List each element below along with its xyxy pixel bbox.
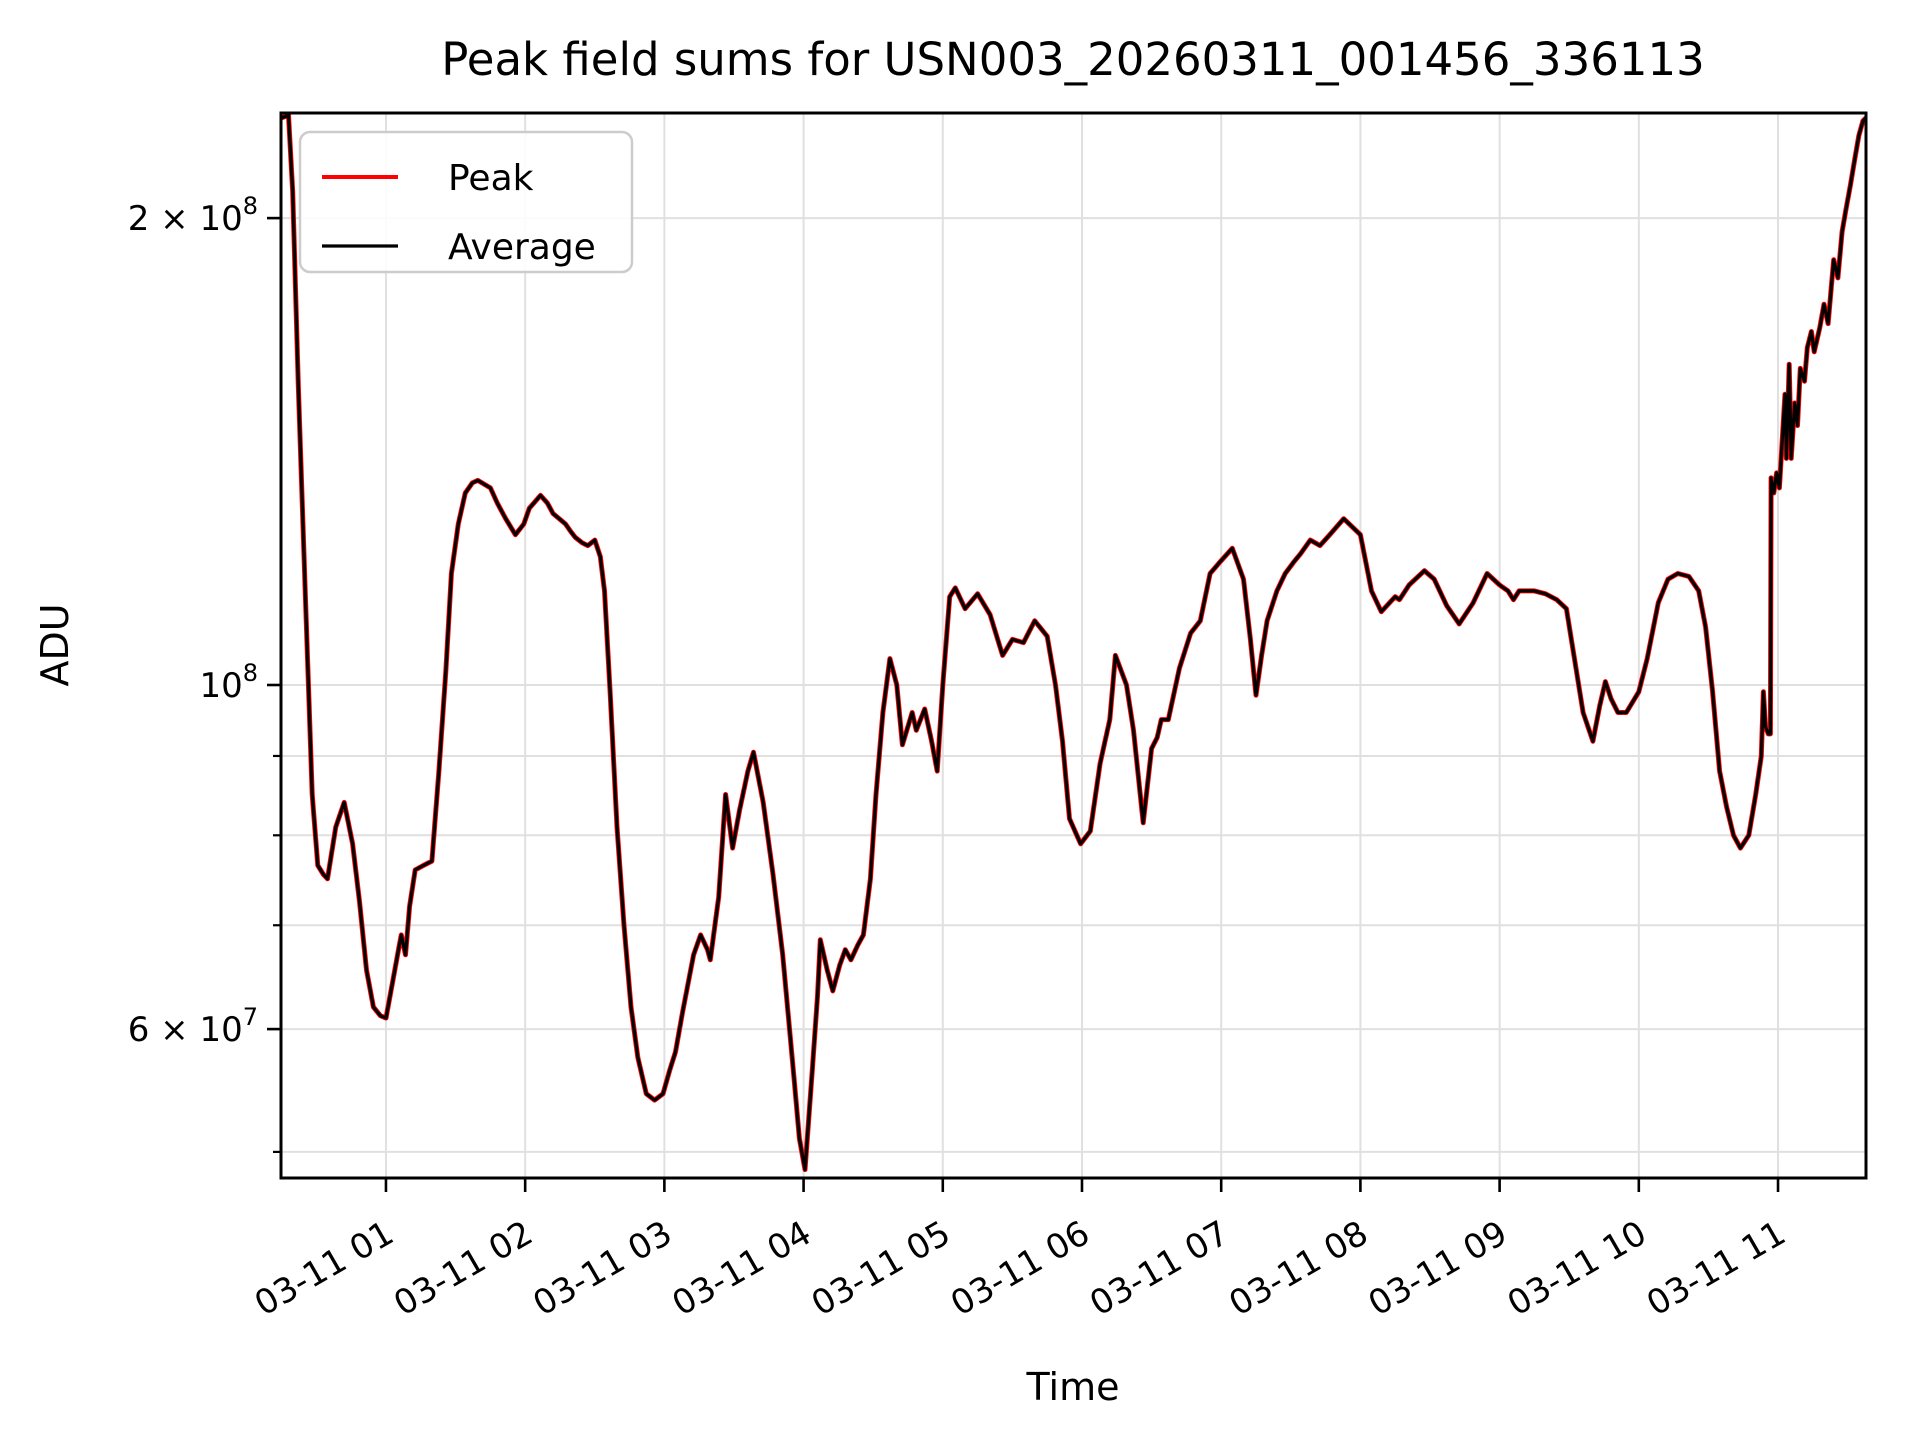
gridlines bbox=[281, 113, 1866, 1178]
x-axis-label: Time bbox=[1026, 1365, 1120, 1409]
x-tick-label: 03-11 10 bbox=[1501, 1213, 1653, 1324]
x-tick-label: 03-11 05 bbox=[805, 1213, 957, 1324]
series-lines bbox=[281, 113, 1866, 1173]
y-tick-label: 6 × 107 bbox=[128, 1003, 258, 1050]
chart-title: Peak field sums for USN003_20260311_0014… bbox=[441, 33, 1704, 86]
y-tick-labels: 6 × 107 108 2 × 108 bbox=[128, 192, 258, 1050]
axis-ticks bbox=[267, 216, 1780, 1192]
legend-label-average: Average bbox=[448, 227, 596, 268]
legend: Peak Average bbox=[298, 130, 634, 274]
x-tick-label: 03-11 01 bbox=[248, 1213, 400, 1324]
y-axis-label: ADU bbox=[33, 603, 77, 686]
legend-box bbox=[298, 130, 634, 274]
x-tick-label: 03-11 03 bbox=[526, 1213, 678, 1324]
series-line-average bbox=[281, 113, 1866, 1172]
x-tick-label: 03-11 11 bbox=[1640, 1213, 1792, 1324]
y-tick-label: 2 × 108 bbox=[128, 192, 258, 239]
x-tick-label: 03-11 06 bbox=[944, 1213, 1096, 1324]
plot-border bbox=[279, 111, 1868, 1180]
y-tick-label: 108 bbox=[199, 659, 258, 706]
x-tick-label: 03-11 09 bbox=[1362, 1213, 1514, 1324]
x-tick-label: 03-11 02 bbox=[387, 1213, 539, 1324]
x-tick-label: 03-11 07 bbox=[1083, 1213, 1235, 1324]
x-tick-label: 03-11 04 bbox=[666, 1213, 818, 1324]
legend-label-peak: Peak bbox=[448, 158, 534, 199]
series-line-peak bbox=[281, 113, 1866, 1173]
x-tick-label: 03-11 08 bbox=[1223, 1213, 1375, 1324]
legend-items: Peak Average bbox=[322, 158, 596, 268]
